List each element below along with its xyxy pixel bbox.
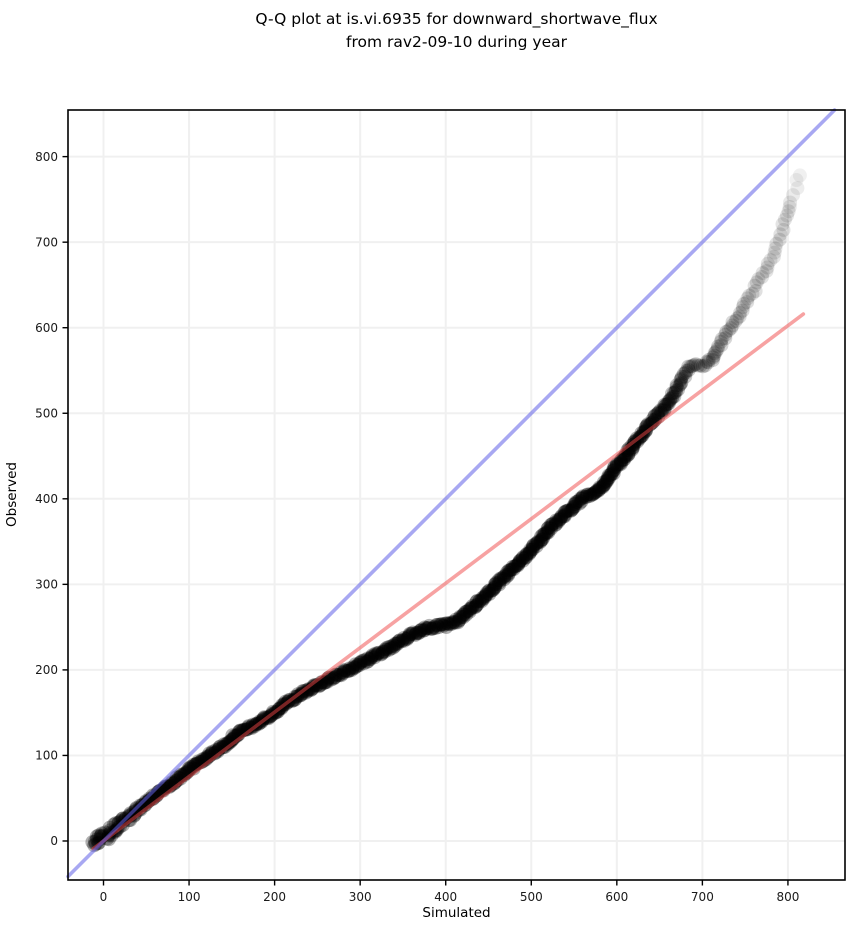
svg-text:0: 0 [100,890,108,904]
svg-text:300: 300 [35,578,58,592]
svg-text:800: 800 [35,150,58,164]
y-axis-label: Observed [4,462,20,528]
svg-text:100: 100 [35,749,58,763]
svg-text:400: 400 [35,492,58,506]
svg-text:700: 700 [35,235,58,249]
svg-text:500: 500 [520,890,543,904]
y-tick-labels: 0 100 200 300 400 500 600 700 800 [35,150,68,848]
axes-frame [67,109,846,881]
x-axis-label: Simulated [422,905,491,921]
svg-text:500: 500 [35,406,58,420]
svg-text:400: 400 [434,890,457,904]
svg-text:700: 700 [691,890,714,904]
svg-text:600: 600 [35,321,58,335]
svg-text:600: 600 [605,890,628,904]
svg-text:300: 300 [349,890,372,904]
identity-line [66,108,837,879]
x-tick-labels: 0 100 200 300 400 500 600 700 800 [100,880,799,904]
svg-text:200: 200 [35,663,58,677]
plot-title-line-1: Q-Q plot at is.vi.6935 for downward_shor… [255,10,658,28]
gridlines [68,110,845,880]
plot-title-line-2: from rav2-09-10 during year [346,33,567,51]
svg-text:200: 200 [263,890,286,904]
plot-title: Q-Q plot at is.vi.6935 for downward_shor… [68,8,845,54]
svg-text:0: 0 [50,834,58,848]
fit-line [91,312,806,851]
svg-text:100: 100 [178,890,201,904]
svg-text:800: 800 [776,890,799,904]
